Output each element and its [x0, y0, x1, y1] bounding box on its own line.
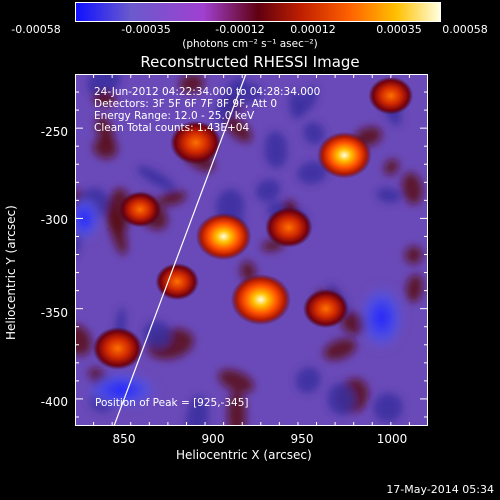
- heatmap-hot-spot: [92, 327, 143, 370]
- annotation-detectors: Detectors: 3F 5F 6F 7F 8F 9F, Att 0: [94, 98, 278, 110]
- colorbar-tick: -0.00058: [11, 23, 61, 36]
- y-tick-label: -250: [40, 125, 68, 139]
- annotation-energy: Energy Range: 12.0 - 25.0 keV: [94, 110, 255, 122]
- colorbar-tick: -0.00012: [215, 23, 265, 36]
- annotation-block: 24-Jun-2012 04:22:34.000 to 04:28:34.000…: [94, 86, 320, 134]
- heatmap-low-region: [356, 282, 407, 353]
- heatmap-structure: [405, 246, 423, 264]
- heatmap-structure: [92, 90, 116, 107]
- heatmap-structure: [75, 324, 92, 356]
- heatmap-structure: [215, 77, 246, 124]
- peak-position-label: Position of Peak = [925,-345]: [95, 397, 249, 409]
- heatmap-hot-spot: [230, 274, 291, 326]
- heatmap-plot: [75, 74, 428, 426]
- heatmap-hot-spot: [368, 76, 414, 115]
- heatmap-structure: [401, 172, 423, 205]
- heatmap-structure: [384, 159, 399, 175]
- heatmap-hot-spot: [155, 263, 199, 301]
- heatmap-structure: [227, 390, 247, 426]
- heatmap-structure: [405, 274, 424, 303]
- heatmap-structure: [159, 190, 186, 206]
- annotation-counts: Clean Total counts: 1.43E+04: [94, 122, 250, 134]
- y-tick-label: -350: [40, 306, 68, 320]
- heatmap-hot-spot: [170, 120, 222, 165]
- heatmap-structure: [289, 89, 302, 120]
- heatmap-low-region: [75, 193, 103, 244]
- heatmap-structure: [218, 369, 254, 393]
- heatmap-hot-spot: [303, 289, 349, 329]
- heatmap-low-region: [81, 369, 162, 410]
- y-tick-label: -300: [40, 213, 68, 227]
- heatmap-structure: [136, 165, 176, 191]
- heatmap-structure: [186, 395, 209, 426]
- heatmap-structure: [143, 320, 172, 349]
- colorbar-units: (photons cm⁻² s⁻¹ asec⁻²): [182, 38, 318, 50]
- heatmap-hot-spot: [317, 132, 372, 179]
- colorbar-tick: -0.00035: [121, 23, 171, 36]
- heatmap-structure: [296, 85, 318, 117]
- plot-frame: [75, 74, 428, 426]
- colorbar: [75, 2, 441, 22]
- heatmap-structure: [323, 338, 357, 361]
- heatmap-hot-spot: [119, 191, 161, 228]
- x-tick-label: 950: [290, 432, 314, 446]
- heatmap-structure: [264, 131, 288, 169]
- heatmap-structure: [297, 161, 327, 185]
- heatmap-hot-spot: [195, 212, 252, 261]
- heatmap-structure: [179, 74, 205, 93]
- heatmap-hot-spot: [265, 207, 313, 248]
- y-axis-label: Heliocentric Y (arcsec): [4, 205, 18, 340]
- heatmap-structure: [373, 393, 403, 423]
- x-axis-label: Heliocentric X (arcsec): [176, 448, 312, 462]
- heatmap-structure: [93, 137, 118, 159]
- heatmap-structure: [255, 179, 281, 202]
- heatmap-structure: [376, 187, 402, 203]
- x-tick-label: 900: [201, 432, 225, 446]
- heatmap-structure: [303, 122, 325, 145]
- chart-title: Reconstructed RHESSI Image: [140, 53, 360, 71]
- colorbar-tick: 0.00058: [442, 23, 488, 36]
- heatmap-structure: [225, 116, 252, 143]
- y-tick-label: -400: [40, 395, 68, 409]
- colorbar-tick-labels: -0.00058 -0.00035 -0.00012 0.00012 0.000…: [0, 23, 500, 37]
- annotation-time: 24-Jun-2012 04:22:34.000 to 04:28:34.000: [94, 86, 321, 98]
- colorbar-tick: 0.00012: [290, 23, 336, 36]
- timestamp-footer: 17-May-2014 05:34: [386, 483, 494, 496]
- heatmap-structure: [295, 367, 321, 394]
- x-tick-label: 850: [112, 432, 136, 446]
- solar-limb-line: [113, 74, 247, 426]
- x-tick-label: 1000: [376, 432, 408, 446]
- heatmap-structure: [327, 383, 355, 416]
- colorbar-tick: 0.00035: [376, 23, 422, 36]
